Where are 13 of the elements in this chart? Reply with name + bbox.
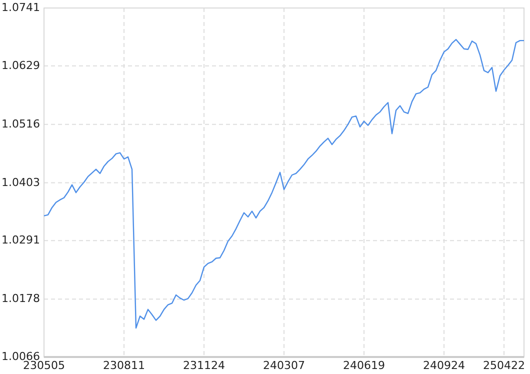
y-tick-label: 1.0178 (2, 292, 40, 306)
y-tick-label: 1.0291 (2, 234, 40, 247)
y-tick-label: 1.0516 (2, 117, 40, 130)
x-tick-label: 240924 (423, 359, 465, 372)
y-tick-label: 1.0741 (2, 1, 40, 14)
x-tick-label: 240619 (343, 359, 385, 372)
x-tick-label: 240307 (263, 359, 305, 372)
x-tick-label: 250422 (483, 359, 525, 372)
line-series (43, 38, 525, 329)
x-tick-label: 231124 (183, 359, 225, 372)
y-tick-label: 1.0403 (2, 176, 40, 189)
x-tick-label: 230811 (103, 359, 145, 372)
y-tick-label: 1.0629 (2, 58, 40, 72)
